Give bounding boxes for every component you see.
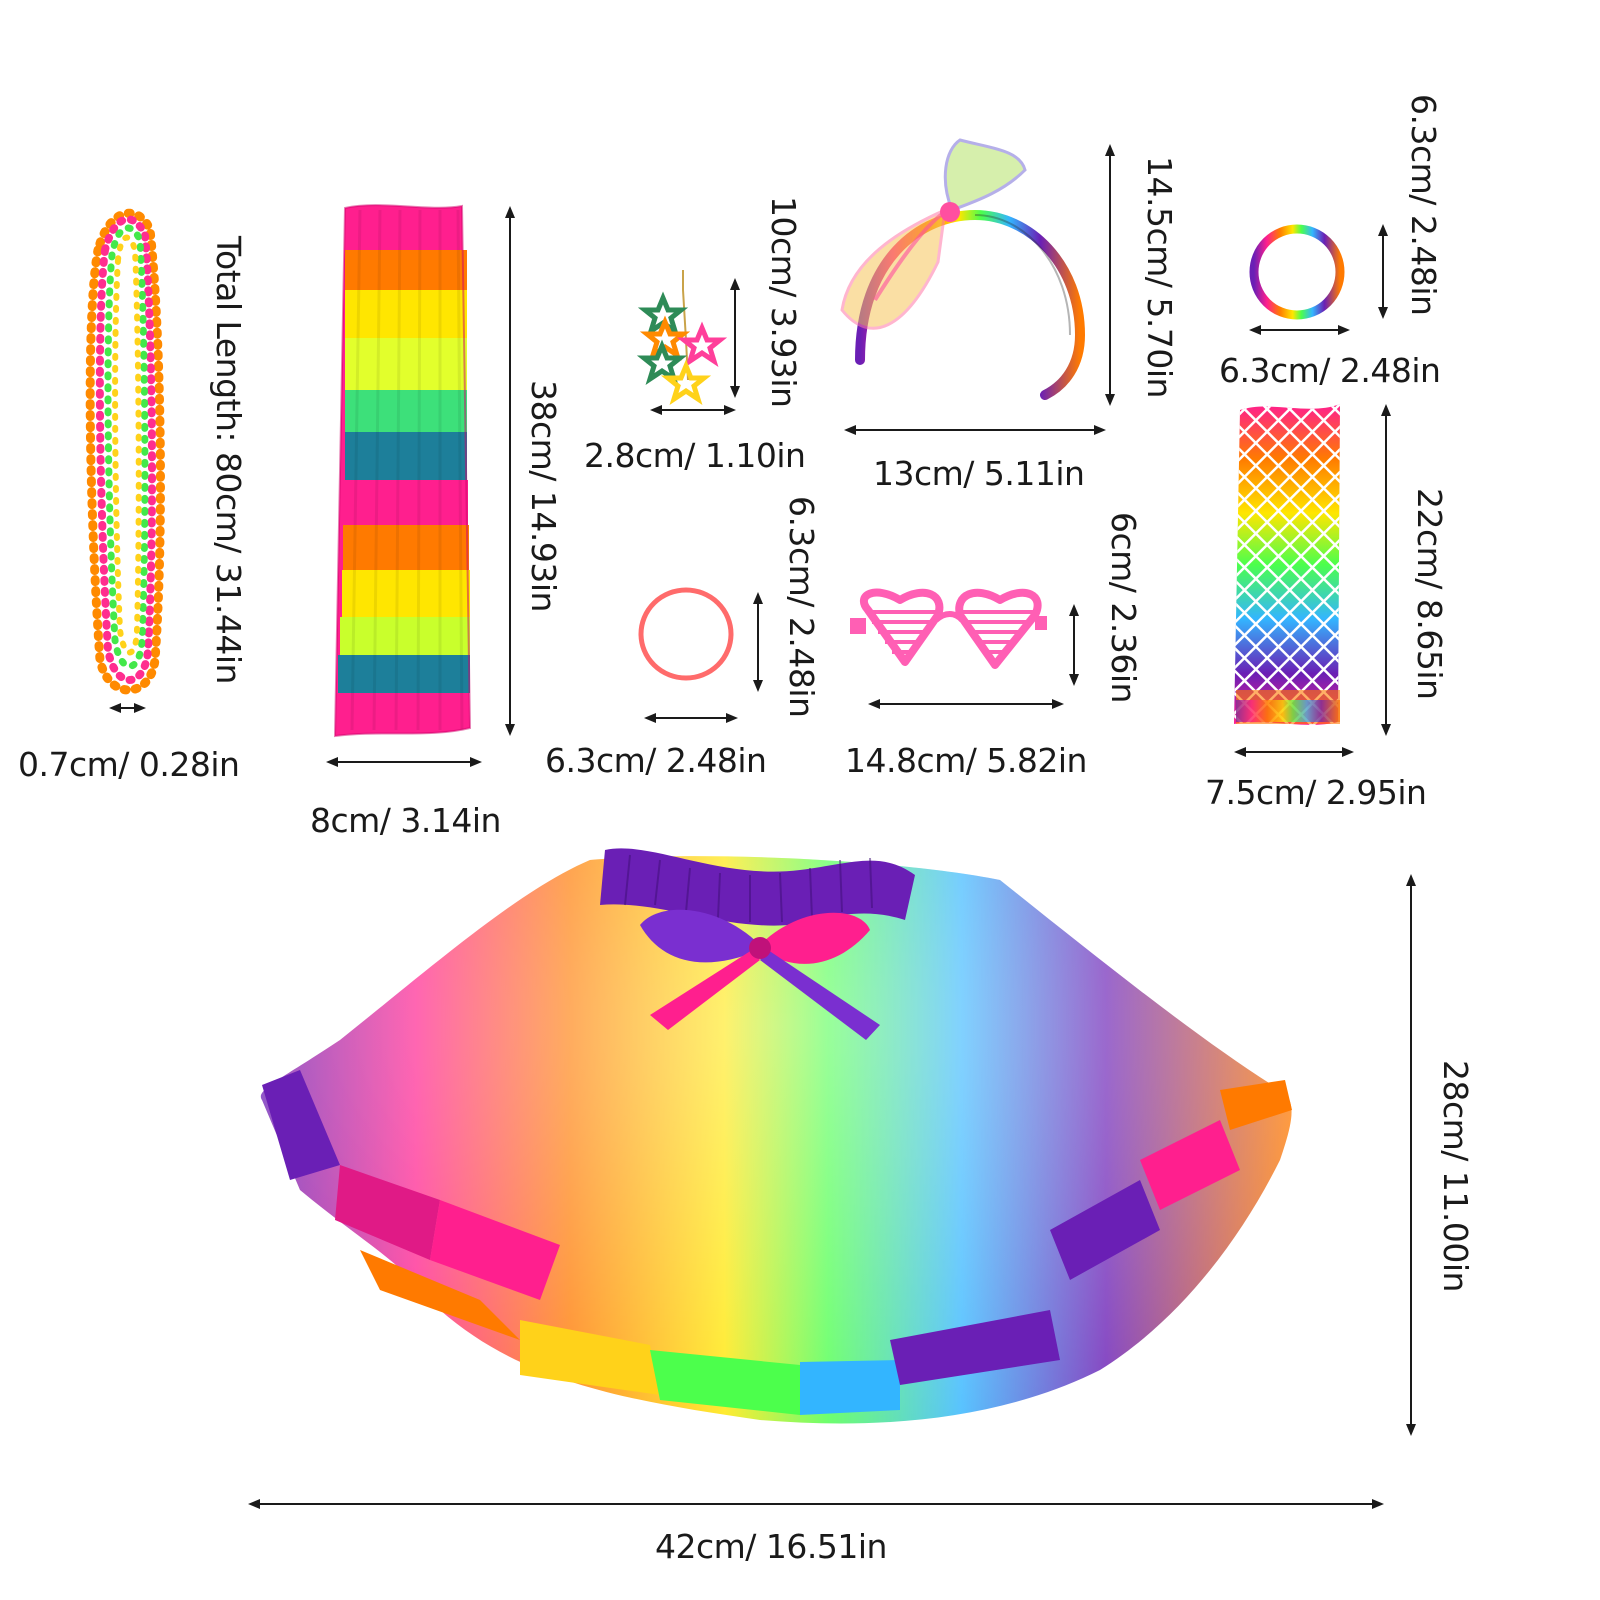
pink-hair-tie bbox=[638, 587, 734, 681]
tutu-width-label: 42cm/ 16.51in bbox=[655, 1527, 887, 1566]
necklace-strand-green bbox=[104, 224, 149, 670]
tutu-height-label: 28cm/ 11.00in bbox=[1436, 1060, 1475, 1292]
leg-warmer-width-label: 8cm/ 3.14in bbox=[310, 801, 501, 840]
leg-warmer-height-label: 38cm/ 14.93in bbox=[524, 380, 563, 612]
hair-tie-width-label: 6.3cm/ 2.48in bbox=[545, 741, 767, 780]
glove-width-label: 7.5cm/ 2.95in bbox=[1205, 773, 1427, 812]
glove-height-label: 22cm/ 8.65in bbox=[1410, 488, 1449, 700]
star-earring bbox=[636, 270, 728, 405]
headband-height-label: 14.5cm/ 5.70in bbox=[1140, 156, 1179, 398]
necklace-width-label: 0.7cm/ 0.28in bbox=[18, 745, 240, 784]
rainbow-tutu-skirt bbox=[260, 848, 1292, 1424]
necklace-length-label: Total Length: 80cm/ 31.44in bbox=[209, 236, 248, 684]
glasses-width-label: 14.8cm/ 5.82in bbox=[845, 741, 1087, 780]
bracelet-width-label: 6.3cm/ 2.48in bbox=[1219, 351, 1441, 390]
earring-height-label: 10cm/ 3.93in bbox=[764, 196, 803, 408]
necklace-strand-yellow bbox=[112, 234, 142, 656]
lace-bow-headband bbox=[840, 138, 1086, 400]
necklace-strand-pink bbox=[95, 215, 156, 684]
headband-width-label: 13cm/ 5.11in bbox=[873, 454, 1085, 493]
heart-shutter-glasses bbox=[850, 588, 1047, 669]
rainbow-bracelet bbox=[1249, 224, 1345, 320]
fishnet-glove bbox=[1234, 404, 1340, 725]
necklace-strand-orange bbox=[85, 208, 165, 695]
bead-necklace bbox=[85, 208, 165, 695]
leg-warmer bbox=[333, 204, 472, 738]
earring-width-label: 2.8cm/ 1.10in bbox=[584, 436, 806, 475]
glasses-height-label: 6cm/ 2.36in bbox=[1104, 512, 1143, 703]
bracelet-height-label: 6.3cm/ 2.48in bbox=[1404, 94, 1443, 316]
hair-tie-height-label: 6.3cm/ 2.48in bbox=[782, 496, 821, 718]
